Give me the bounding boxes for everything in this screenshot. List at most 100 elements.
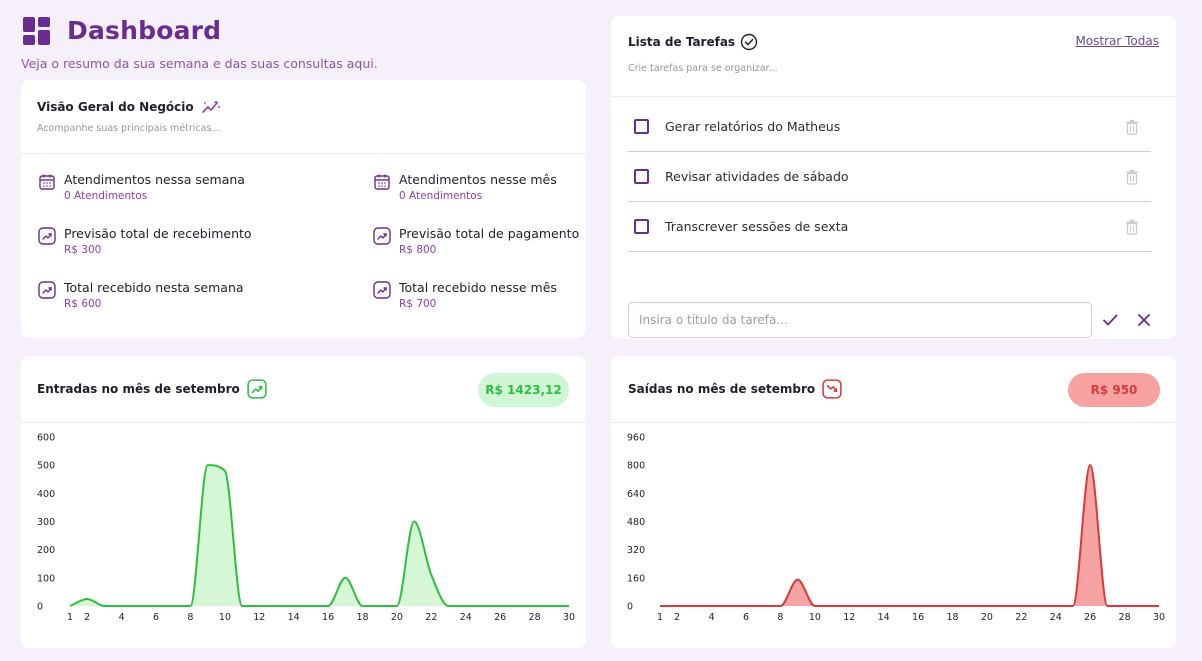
x-tick-label: 2 [674, 612, 680, 623]
tasks-card: Lista de Tarefas Mostrar Todas Crie tare… [611, 16, 1176, 339]
x-tick-label: 6 [153, 612, 159, 623]
y-tick-label: 0 [627, 602, 633, 613]
x-tick-label: 16 [912, 612, 924, 623]
x-tick-label: 22 [1015, 612, 1027, 623]
tasks-title-row: Lista de Tarefas [628, 33, 758, 51]
trash-icon[interactable] [1125, 169, 1139, 185]
x-tick-label: 20 [981, 612, 993, 623]
x-tick-label: 8 [777, 612, 783, 623]
confirm-check-icon[interactable] [1101, 311, 1119, 329]
x-tick-label: 4 [119, 612, 125, 623]
metric-value: 0 Atendimentos [399, 190, 483, 202]
task-checkbox[interactable] [634, 219, 649, 234]
y-tick-label: 600 [37, 433, 55, 444]
expense-chart-card: Saídas no mês de setembro R$ 950 0 160 320… [611, 356, 1176, 648]
x-tick-label: 10 [809, 612, 821, 623]
task-item: Gerar relatórios do Matheus [628, 102, 1151, 152]
metric-month-appointments: Atendimentos nesse mês 0 Atendimentos [373, 172, 557, 204]
overview-divider [21, 153, 586, 154]
task-checkbox[interactable] [634, 169, 649, 184]
x-tick-label: 8 [187, 612, 193, 623]
task-title-input[interactable] [628, 302, 1092, 338]
income-divider [21, 422, 586, 423]
metric-value: R$ 800 [399, 244, 437, 256]
task-checkbox[interactable] [634, 119, 649, 134]
x-tick-label: 10 [219, 612, 231, 623]
metric-value: R$ 600 [64, 298, 102, 310]
x-tick-label: 18 [356, 612, 368, 623]
task-item: Transcrever sessões de sexta [628, 202, 1151, 252]
expense-title: Saídas no mês de setembro [628, 382, 816, 396]
x-tick-label: 26 [494, 612, 506, 623]
tasks-subtitle: Crie tarefas para se organizar... [628, 63, 778, 74]
trend-up-icon [38, 227, 56, 245]
x-tick-label: 14 [878, 612, 890, 623]
metric-label: Total recebido nesse mês [399, 280, 557, 295]
x-tick-label: 2 [84, 612, 90, 623]
trend-up-icon [373, 227, 391, 245]
x-tick-label: 16 [322, 612, 334, 623]
x-tick-label: 20 [391, 612, 403, 623]
trend-up-icon [373, 281, 391, 299]
x-tick-label: 1 [657, 612, 663, 623]
y-tick-label: 200 [37, 545, 55, 556]
x-tick-label: 18 [946, 612, 958, 623]
expense-divider [611, 422, 1176, 423]
income-title-row: Entradas no mês de setembro [37, 379, 267, 399]
y-tick-label: 960 [627, 433, 645, 444]
x-tick-label: 14 [288, 612, 300, 623]
metric-received-month: Total recebido nesse mês R$ 700 [373, 280, 557, 312]
x-tick-label: 6 [743, 612, 749, 623]
x-tick-label: 26 [1084, 612, 1096, 623]
x-tick-label: 22 [425, 612, 437, 623]
metric-received-week: Total recebido nesta semana R$ 600 [38, 280, 244, 312]
trash-icon[interactable] [1125, 119, 1139, 135]
series-area [660, 465, 1159, 606]
trend-up-icon [247, 379, 267, 399]
calendar-icon [39, 174, 55, 190]
metric-value: R$ 300 [64, 244, 102, 256]
metric-label: Atendimentos nesse mês [399, 172, 557, 187]
sparkle-chart-icon [201, 100, 220, 113]
x-tick-label: 12 [253, 612, 265, 623]
y-tick-label: 0 [37, 602, 43, 613]
expense-total-badge: R$ 950 [1068, 373, 1160, 407]
show-all-link[interactable]: Mostrar Todas [1075, 34, 1159, 48]
metric-value: 0 Atendimentos [64, 190, 148, 202]
series-area [70, 465, 569, 606]
task-label: Gerar relatórios do Matheus [665, 119, 841, 134]
overview-card: Visão Geral do Negócio Acompanhe suas pr… [21, 80, 586, 338]
x-tick-label: 4 [709, 612, 715, 623]
page-title: Dashboard [67, 16, 222, 45]
dashboard-icon [23, 16, 50, 45]
trend-up-icon [38, 281, 56, 299]
y-tick-label: 480 [627, 517, 645, 528]
tasks-title: Lista de Tarefas [628, 35, 736, 49]
x-tick-label: 30 [563, 612, 575, 623]
expense-title-row: Saídas no mês de setembro [628, 379, 842, 399]
page-header: Dashboard [23, 16, 221, 45]
calendar-icon [374, 174, 390, 190]
x-tick-label: 12 [843, 612, 855, 623]
y-tick-label: 320 [627, 545, 645, 556]
metric-label: Previsão total de recebimento [64, 226, 252, 241]
y-tick-label: 100 [37, 573, 55, 584]
trash-icon[interactable] [1125, 219, 1139, 235]
overview-subtitle: Acompanhe suas principais métricas... [37, 123, 221, 134]
tasks-divider [611, 96, 1176, 97]
close-icon[interactable] [1135, 311, 1153, 329]
y-tick-label: 300 [37, 517, 55, 528]
y-tick-label: 640 [627, 489, 645, 500]
y-tick-label: 400 [37, 489, 55, 500]
series-line [69, 464, 569, 607]
metric-week-appointments: Atendimentos nessa semana 0 Atendimentos [38, 172, 245, 204]
trend-down-icon [822, 379, 842, 399]
income-chart-card: Entradas no mês de setembro R$ 1423,12 0… [21, 356, 586, 648]
x-tick-label: 1 [67, 612, 73, 623]
overview-title-row: Visão Geral do Negócio [37, 99, 221, 115]
metric-label: Previsão total de pagamento [399, 226, 580, 241]
metric-forecast-payment: Previsão total de pagamento R$ 800 [373, 226, 579, 258]
x-tick-label: 30 [1153, 612, 1165, 623]
